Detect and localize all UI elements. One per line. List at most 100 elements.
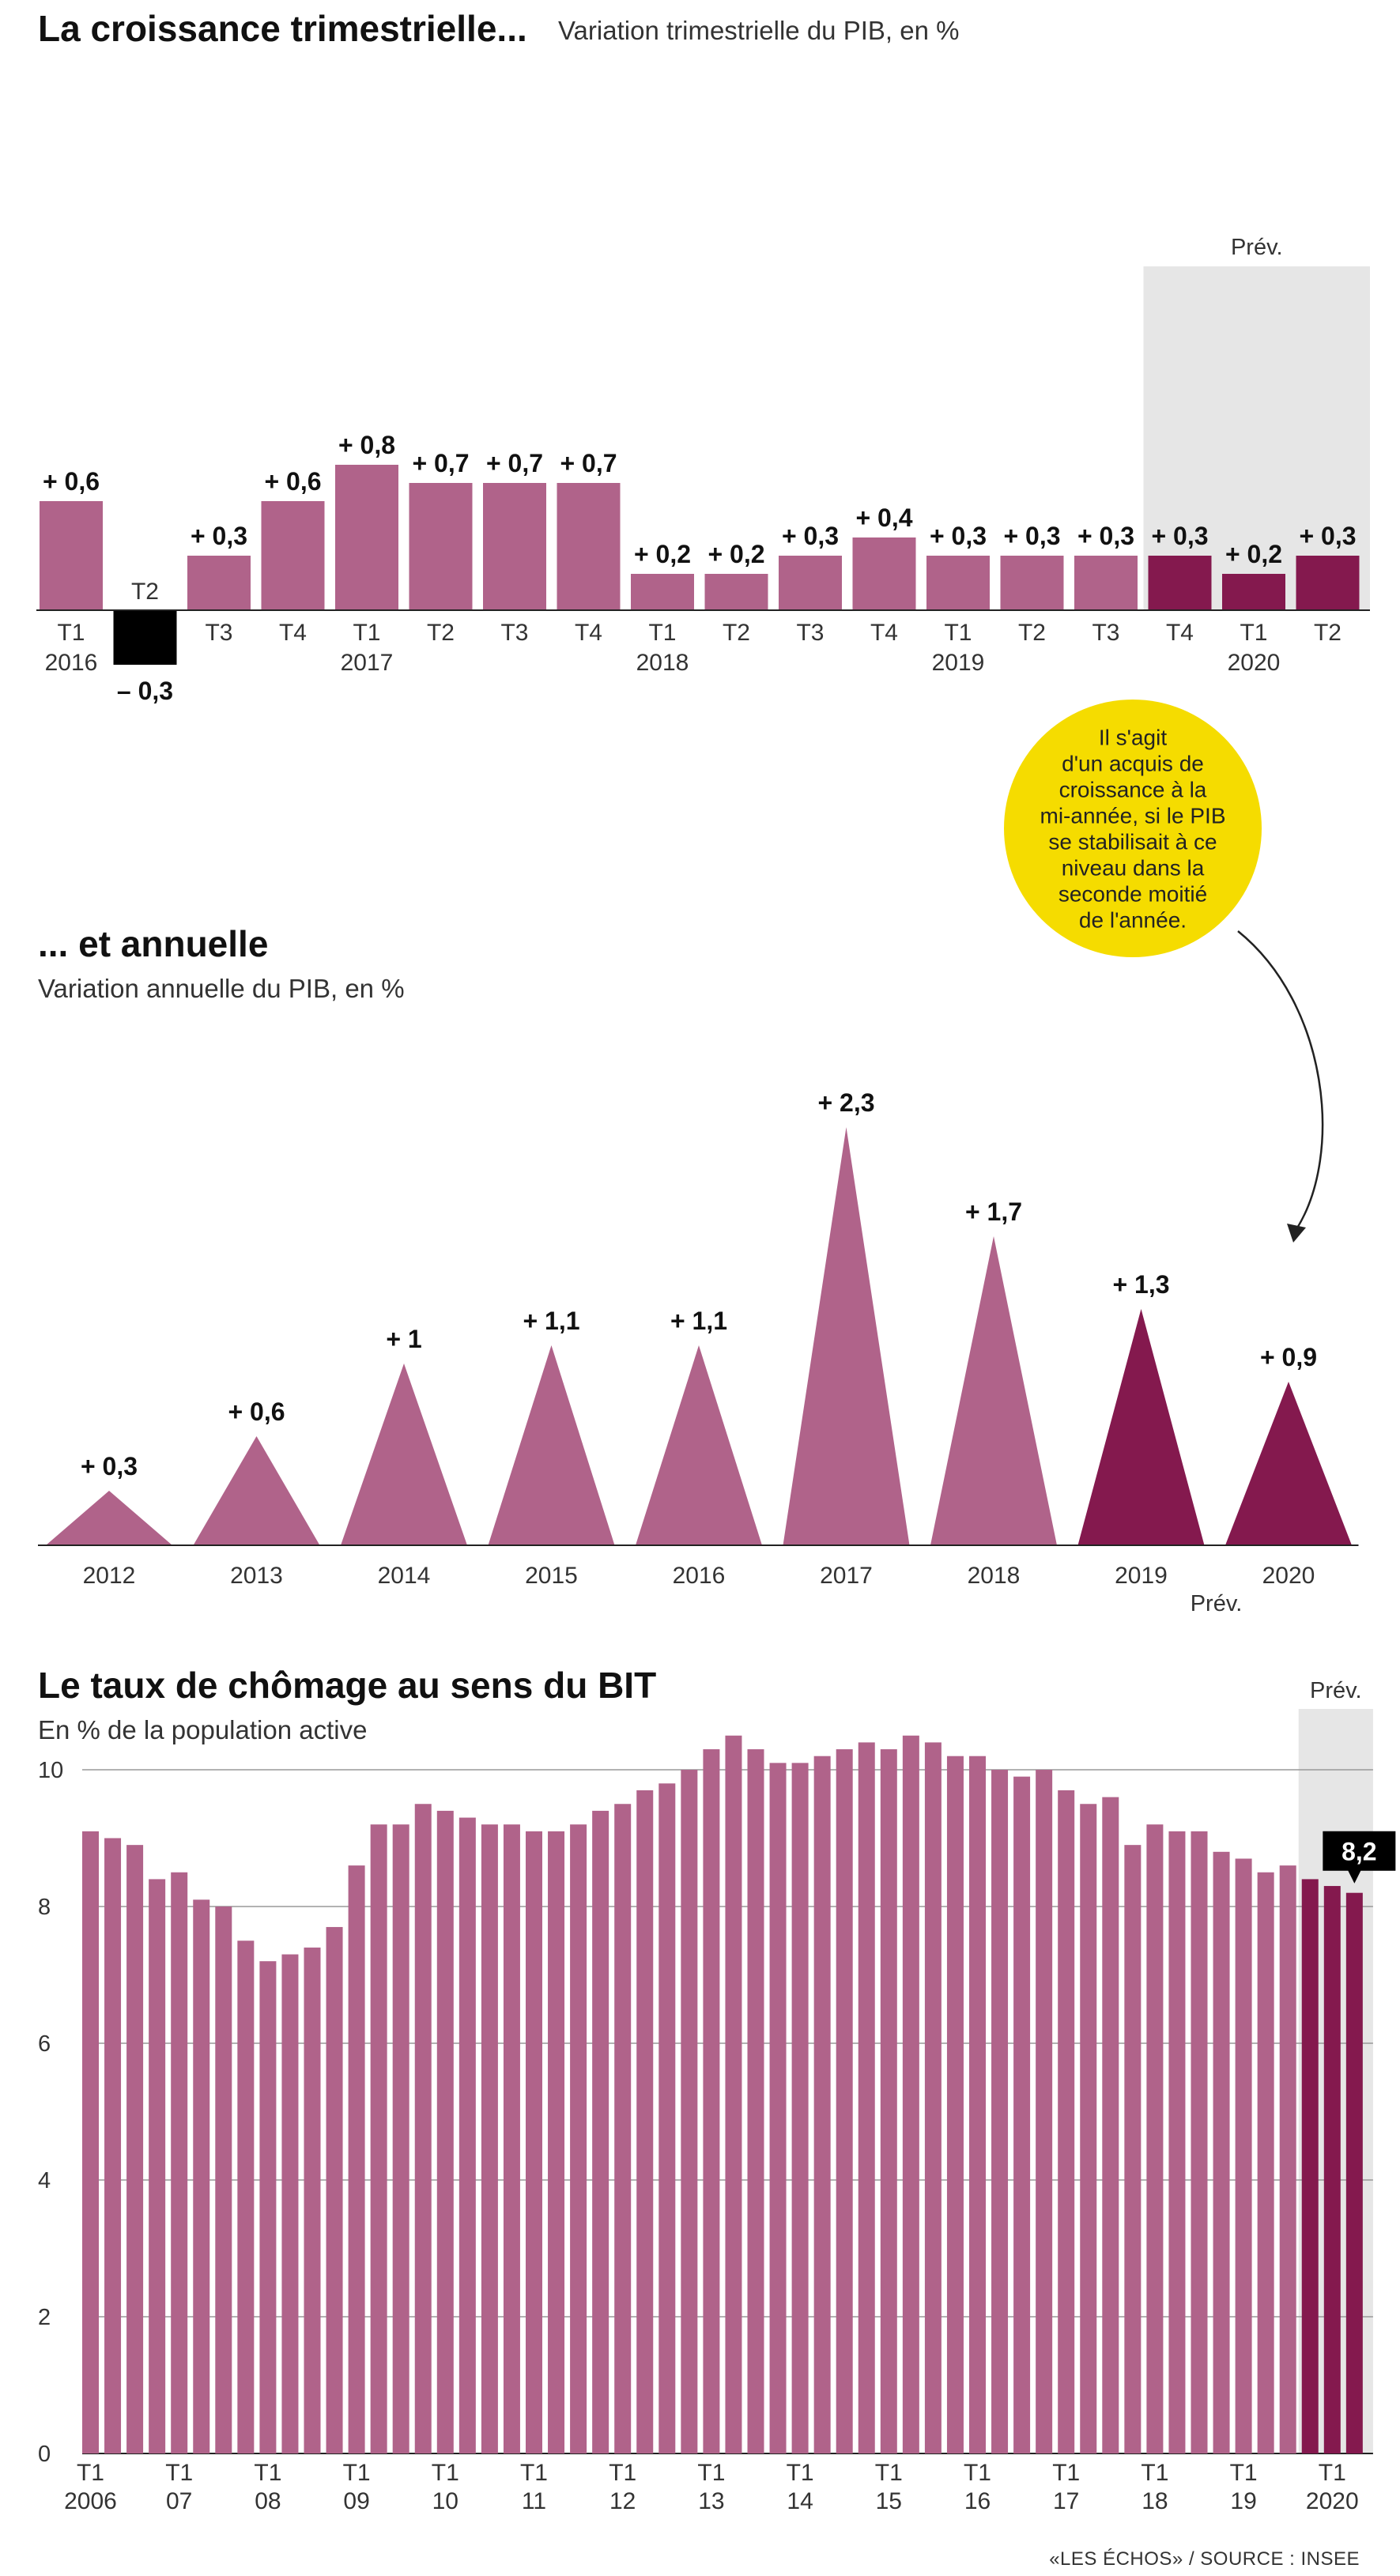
annual-value-label: + 1,1 <box>670 1307 727 1335</box>
quarterly-bar <box>483 483 546 610</box>
annual-value-label: + 1 <box>386 1325 421 1353</box>
unemployment-bar <box>969 1756 986 2453</box>
source-credit: «LES ÉCHOS» / SOURCE : INSEE <box>1049 2548 1360 2570</box>
unemployment-y-tick: 8 <box>38 1895 51 1920</box>
annual-year-label: 2012 <box>83 1563 136 1589</box>
quarterly-quarter-label: T2 <box>723 620 750 646</box>
unemployment-year-label: 16 <box>964 2488 991 2514</box>
annual-triangle <box>783 1127 910 1545</box>
quarterly-value-label: + 0,3 <box>1299 522 1356 550</box>
annual-triangle <box>930 1236 1057 1545</box>
unemployment-bar <box>725 1735 742 2453</box>
unemployment-year-label: 19 <box>1230 2488 1256 2514</box>
unemployment-bar <box>281 1954 299 2453</box>
unemployment-quarter-label: T1 <box>1319 2460 1346 2486</box>
quarterly-value-label: + 0,6 <box>264 467 321 496</box>
annual-value-label: + 2,3 <box>817 1088 874 1117</box>
unemployment-bar <box>1279 1865 1296 2453</box>
quarterly-bar <box>335 465 398 610</box>
unemployment-bar <box>481 1824 498 2453</box>
unemployment-bar <box>1235 1858 1252 2453</box>
unemployment-year-label: 10 <box>432 2488 458 2514</box>
unemployment-bar <box>991 1770 1009 2453</box>
unemployment-year-label: 2006 <box>64 2488 117 2514</box>
quarterly-quarter-label: T2 <box>131 579 159 605</box>
annual-value-label: + 1,3 <box>1112 1270 1169 1299</box>
unemployment-bar <box>215 1907 232 2453</box>
unemployment-bar <box>681 1770 698 2453</box>
unemployment-year-label: 15 <box>876 2488 902 2514</box>
unemployment-bar <box>149 1879 166 2453</box>
unemployment-bar <box>924 1742 942 2453</box>
unemployment-bars <box>82 1735 1363 2453</box>
annual-value-labels: + 0,3 + 0,6 + 1 + 1,1 + 1,1 + 2,3 + 1,7 + 1,3 + … <box>81 1088 1317 1480</box>
unemployment-bar <box>348 1865 365 2453</box>
unemployment-quarter-label: T1 <box>1230 2460 1258 2486</box>
annual-year-label: 2018 <box>968 1563 1021 1589</box>
quarterly-value-labels: + 0,6 – 0,3 + 0,3 + 0,6 + 0,8 + 0,7 + 0,7 + 0,7… <box>43 431 1357 705</box>
unemployment-year-label: 07 <box>166 2488 192 2514</box>
unemployment-bar <box>259 1961 277 2453</box>
unemployment-bar <box>1323 1886 1341 2453</box>
unemployment-bar <box>747 1749 764 2453</box>
unemployment-bar <box>946 1756 964 2453</box>
quarterly-value-label: + 0,3 <box>930 522 987 550</box>
quarterly-bar <box>926 556 990 610</box>
annual-year-label: 2020 <box>1262 1563 1315 1589</box>
quarterly-bar <box>261 501 325 610</box>
unemployment-bar <box>570 1824 587 2453</box>
annual-value-label: + 0,9 <box>1260 1343 1317 1371</box>
unemployment-year-label: 2020 <box>1306 2488 1359 2514</box>
unemployment-quarter-label: T1 <box>432 2460 459 2486</box>
quarterly-quarter-label: T3 <box>1092 620 1119 646</box>
quarterly-bar <box>631 574 694 610</box>
quarterly-bar <box>187 556 251 610</box>
unemployment-year-label: 08 <box>255 2488 281 2514</box>
quarterly-quarter-label: T4 <box>575 620 602 646</box>
unemployment-bar <box>1080 1804 1097 2453</box>
unemployment-quarter-label: T1 <box>343 2460 371 2486</box>
unemployment-bar <box>237 1940 255 2453</box>
unemployment-quarter-label: T1 <box>609 2460 636 2486</box>
unemployment-forecast-label: Prév. <box>1310 1678 1362 1703</box>
annual-value-label: + 1,1 <box>523 1307 579 1335</box>
quarterly-bar <box>409 483 473 610</box>
unemployment-bar <box>1058 1790 1075 2453</box>
unemployment-y-tick: 4 <box>38 2168 51 2193</box>
quarterly-quarter-label: T3 <box>796 620 824 646</box>
quarterly-bar <box>1000 556 1064 610</box>
annual-triangle <box>636 1345 762 1545</box>
unemployment-bar <box>769 1763 787 2453</box>
unemployment-y-tick: 10 <box>38 1758 63 1783</box>
quarterly-value-label: + 0,3 <box>1077 522 1134 550</box>
unemployment-bar <box>1036 1770 1053 2453</box>
quarterly-value-label: + 0,8 <box>338 431 395 459</box>
quarterly-value-label: – 0,3 <box>117 677 173 705</box>
quarterly-bar <box>779 556 842 610</box>
quarterly-quarter-label: T1 <box>57 620 85 646</box>
quarterly-value-label: + 0,4 <box>855 504 912 532</box>
annual-year-label: 2016 <box>673 1563 726 1589</box>
unemployment-y-tick: 0 <box>38 2442 51 2467</box>
unemployment-bar <box>392 1824 409 2453</box>
quarterly-value-label: + 0,2 <box>1225 540 1282 568</box>
note-bubble-circle <box>1004 700 1262 957</box>
quarterly-quarter-label: T3 <box>205 620 232 646</box>
annual-value-label: + 0,6 <box>228 1397 285 1426</box>
annual-year-label: 2017 <box>820 1563 873 1589</box>
quarterly-bar <box>1222 574 1285 610</box>
quarterly-bar <box>704 574 768 610</box>
note-arrow <box>1237 930 1324 1230</box>
note-bubble-line: croissance à la <box>1059 778 1207 802</box>
unemployment-y-ticks: 0 2 4 6 8 10 <box>38 1758 63 2467</box>
unemployment-quarter-label: T1 <box>787 2460 814 2486</box>
unemployment-bar <box>1102 1797 1119 2453</box>
annual-chart-title: ... et annuelle <box>38 923 268 964</box>
unemployment-quarter-label: T1 <box>964 2460 991 2486</box>
quarterly-quarter-label: T4 <box>1166 620 1194 646</box>
quarterly-value-label: + 0,7 <box>486 449 543 477</box>
unemployment-year-label: 13 <box>698 2488 724 2514</box>
unemployment-bar <box>171 1872 188 2453</box>
unemployment-bar <box>880 1749 897 2453</box>
